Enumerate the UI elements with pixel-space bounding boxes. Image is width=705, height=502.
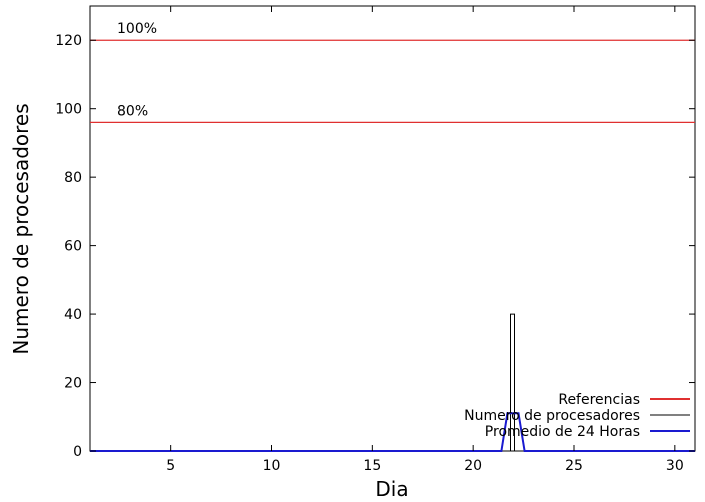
y-tick-label: 100 (55, 102, 82, 118)
y-axis-title: Numero de procesadores (9, 103, 33, 354)
x-tick-label: 30 (666, 458, 684, 474)
y-tick-label: 120 (55, 33, 82, 49)
legend-label: Referencias (558, 392, 640, 408)
reference-lines: 100% 80% (90, 21, 695, 123)
x-tick-label: 10 (263, 458, 281, 474)
x-tick-label: 5 (166, 458, 175, 474)
series-lines (90, 313, 695, 452)
y-tick-label: 60 (64, 239, 82, 255)
legend-label: Promedio de 24 Horas (485, 424, 640, 440)
y-tick-label: 20 (64, 376, 82, 392)
legend-label: Numero de procesadores (464, 408, 640, 424)
x-tick-label: 15 (363, 458, 381, 474)
reference-line-label: 80% (117, 103, 148, 119)
y-tick-label: 0 (73, 444, 82, 460)
plot-frame (89, 5, 696, 452)
x-tick-label: 25 (565, 458, 583, 474)
reference-line-label: 100% (117, 21, 157, 37)
y-axis-ticks: 0 20 40 60 80 100 120 (55, 33, 695, 460)
series-line (90, 412, 695, 452)
x-tick-label: 20 (464, 458, 482, 474)
y-tick-label: 40 (64, 307, 82, 323)
x-axis-ticks: 5 10 15 20 25 30 (166, 6, 684, 474)
x-axis-title: Dia (375, 477, 408, 501)
y-tick-label: 80 (64, 170, 82, 186)
